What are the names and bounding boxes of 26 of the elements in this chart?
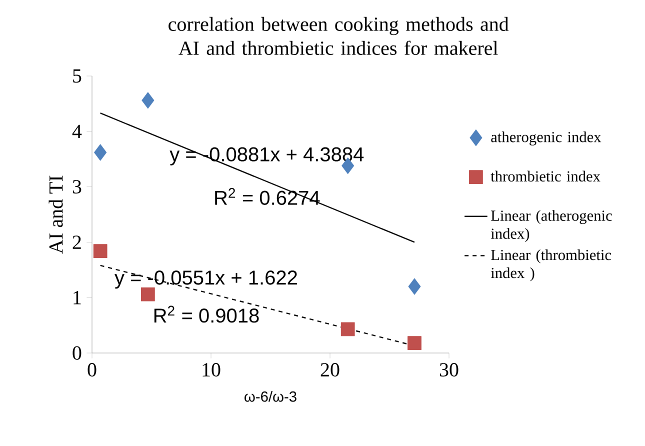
y-tick-label: 2 [72, 236, 81, 249]
point [140, 287, 155, 302]
point [93, 244, 108, 258]
chart-title: correlation between cooking methods and AI and thrombietic indices for makerel [168, 16, 509, 55]
y-axis-title: AI and TI [48, 176, 63, 254]
x-tick-label: 10 [202, 363, 220, 377]
legend-label: Linear (atherogenic index) [490, 210, 612, 242]
y-tick-label: 4 [72, 124, 82, 138]
x-axis-title: ω-6/ω-3 [244, 391, 296, 402]
annotation: R$^{2}$ = 0.9018 [154, 306, 259, 323]
x-tick-label: 0 [88, 363, 96, 377]
y-tick-label: 5 [73, 69, 82, 83]
annotation: y = -0.0551x + 1.622 [114, 270, 297, 289]
legend-label: atherogenic index [491, 131, 602, 146]
point [408, 278, 421, 295]
x-tick-label: 20 [320, 363, 340, 377]
y-tick-label: 0 [72, 346, 82, 360]
point [142, 92, 154, 109]
point [340, 322, 355, 336]
legend-label: thrombietic index [490, 170, 600, 182]
y-tick-label: 1 [74, 291, 81, 304]
y-tick-label: 3 [72, 180, 82, 194]
legend-label: Linear (thrombietic index ) [490, 249, 612, 282]
point [408, 336, 422, 350]
point [94, 144, 107, 161]
x-tick-label: 30 [440, 363, 458, 377]
